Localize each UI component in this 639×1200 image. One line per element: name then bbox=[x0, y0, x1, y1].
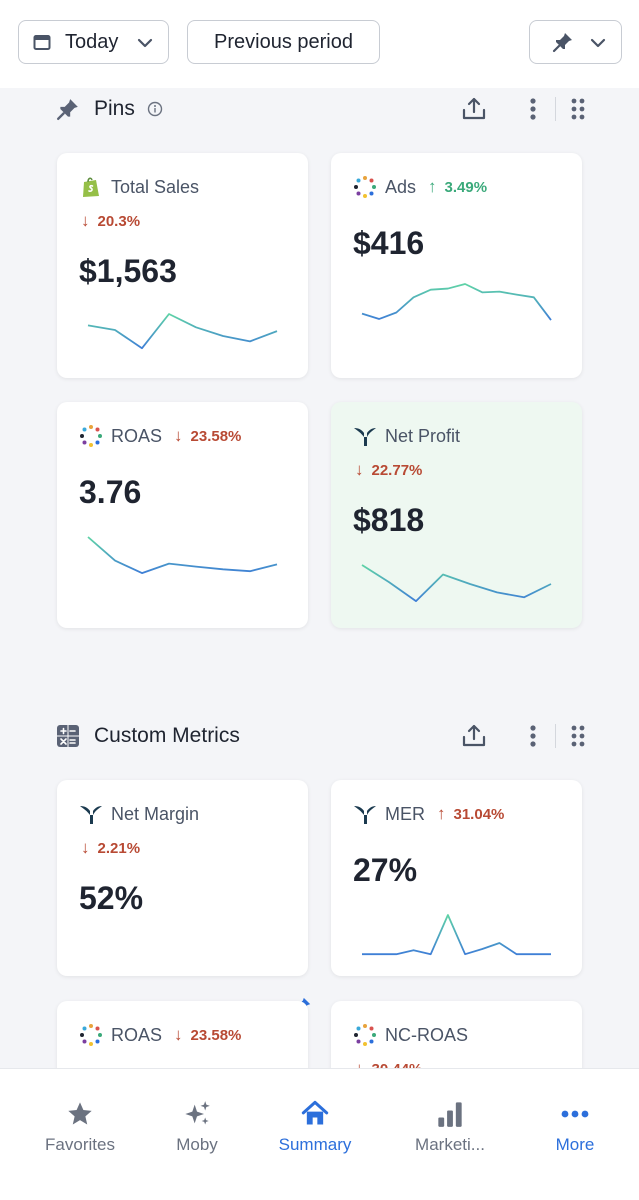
metric-card-ads[interactable]: Ads ↑ 3.49% $416 bbox=[331, 153, 582, 378]
metric-value: $416 bbox=[353, 225, 425, 261]
date-range-label: Today bbox=[65, 30, 119, 53]
metric-card-total-sales[interactable]: Total Sales ↓ 20.3% $1,563 bbox=[57, 153, 308, 378]
divider bbox=[555, 724, 556, 748]
compare-period-button[interactable]: Previous period bbox=[187, 20, 380, 64]
share-icon[interactable] bbox=[461, 723, 487, 749]
date-range-dropdown[interactable]: Today bbox=[18, 20, 169, 64]
triple-whale-icon bbox=[80, 806, 102, 824]
ads-dots-icon bbox=[80, 1024, 102, 1046]
sparkline-series bbox=[87, 313, 278, 350]
info-icon[interactable] bbox=[147, 101, 163, 117]
compare-period-label: Previous period bbox=[214, 30, 353, 53]
sparkline bbox=[362, 914, 551, 956]
shopify-icon bbox=[83, 177, 99, 197]
sparkles-icon bbox=[185, 1101, 210, 1125]
delta-badge: ↓ 2.21% bbox=[81, 838, 141, 857]
star-icon bbox=[68, 1102, 92, 1125]
delta-badge: ↑ 31.04% bbox=[437, 804, 505, 823]
nav-summary[interactable]: Summary bbox=[255, 1099, 375, 1155]
metric-label: Total Sales bbox=[111, 176, 200, 197]
drag-handle-icon[interactable] bbox=[570, 97, 586, 121]
triple-whale-icon bbox=[354, 806, 376, 824]
arrow-down-icon: ↓ bbox=[81, 211, 90, 230]
nav-label: Moby bbox=[176, 1135, 218, 1154]
ads-dots-icon bbox=[354, 1024, 376, 1046]
nav-marketing[interactable]: Marketi... bbox=[390, 1099, 510, 1155]
delta-badge: ↓ 23.58% bbox=[174, 1025, 242, 1044]
arrow-down-icon: ↓ bbox=[174, 1025, 183, 1044]
nav-favorites[interactable]: Favorites bbox=[20, 1099, 140, 1155]
pin-icon bbox=[56, 99, 78, 121]
sparkline-series bbox=[362, 914, 551, 956]
chevron-down-icon bbox=[590, 38, 606, 48]
metric-value: 52% bbox=[79, 880, 144, 916]
share-icon[interactable] bbox=[461, 96, 487, 122]
metric-value: 27% bbox=[353, 852, 418, 888]
more-vertical-icon[interactable] bbox=[529, 97, 537, 121]
more-vertical-icon[interactable] bbox=[529, 724, 537, 748]
arrow-down-icon: ↓ bbox=[174, 426, 183, 445]
metric-card-mer[interactable]: MER ↑ 31.04% 27% bbox=[331, 780, 582, 976]
arrow-down-icon: ↓ bbox=[81, 838, 90, 857]
ads-dots-icon bbox=[354, 176, 376, 198]
arrow-down-icon: ↓ bbox=[355, 460, 364, 479]
custom-metrics-section-header: Custom Metrics bbox=[56, 718, 586, 754]
metric-value: 3.76 bbox=[79, 474, 142, 510]
metric-label: Net Margin bbox=[111, 803, 200, 824]
pin-icon bbox=[552, 33, 572, 53]
more-dots-icon bbox=[561, 1110, 589, 1118]
sparkline-series bbox=[361, 283, 552, 321]
metric-label: ROAS bbox=[111, 425, 163, 446]
metric-label: NC-ROAS bbox=[385, 1024, 469, 1045]
sparkline-series bbox=[87, 536, 278, 574]
nav-label: More bbox=[555, 1135, 595, 1154]
bottom-navigation: Favorites Moby Summary Marketi... More bbox=[0, 1068, 639, 1200]
metric-card-net-margin[interactable]: Net Margin ↓ 2.21% 52% bbox=[57, 780, 308, 976]
metric-card-roas[interactable]: ROAS ↓ 23.58% 3.76 bbox=[57, 402, 308, 628]
nav-more[interactable]: More bbox=[515, 1099, 635, 1155]
arrow-up-icon: ↑ bbox=[437, 804, 446, 823]
metric-label: Ads bbox=[385, 176, 417, 197]
ads-dots-icon bbox=[80, 425, 102, 447]
metric-label: ROAS bbox=[111, 1024, 163, 1045]
divider bbox=[555, 97, 556, 121]
sparkline bbox=[361, 283, 552, 321]
delta-badge: ↑ 3.49% bbox=[428, 177, 488, 196]
nav-label: Summary bbox=[278, 1135, 352, 1154]
metric-label: Net Profit bbox=[385, 425, 461, 446]
sparkline bbox=[87, 313, 278, 350]
nav-moby[interactable]: Moby bbox=[137, 1099, 257, 1155]
home-icon bbox=[301, 1100, 329, 1125]
arrow-up-icon: ↑ bbox=[428, 177, 437, 196]
metric-value: $1,563 bbox=[79, 253, 177, 289]
triple-whale-icon bbox=[354, 428, 376, 446]
delta-badge: ↓ 23.58% bbox=[174, 426, 242, 445]
sparkline bbox=[361, 564, 552, 602]
pins-section-header: Pins bbox=[56, 91, 586, 127]
drag-handle-icon[interactable] bbox=[570, 724, 586, 748]
sparkline-series bbox=[361, 564, 552, 602]
metric-label: MER bbox=[385, 803, 425, 824]
delta-badge: ↓ 20.3% bbox=[81, 211, 141, 230]
bar-chart-icon bbox=[438, 1102, 462, 1127]
sparkline bbox=[87, 536, 278, 574]
delta-badge: ↓ 22.77% bbox=[355, 460, 423, 479]
pin-dropdown[interactable] bbox=[529, 20, 622, 64]
nav-label: Marketi... bbox=[415, 1135, 485, 1154]
calendar-icon bbox=[33, 35, 51, 50]
metric-card-net-profit[interactable]: Net Profit ↓ 22.77% $818 bbox=[331, 402, 582, 628]
section-title: Pins bbox=[94, 97, 135, 120]
nav-label: Favorites bbox=[45, 1135, 115, 1154]
chevron-down-icon bbox=[137, 38, 153, 48]
calculator-icon bbox=[57, 725, 79, 747]
section-title: Custom Metrics bbox=[94, 724, 240, 747]
metric-value: $818 bbox=[353, 502, 425, 538]
top-bar: Today Previous period bbox=[0, 0, 639, 88]
